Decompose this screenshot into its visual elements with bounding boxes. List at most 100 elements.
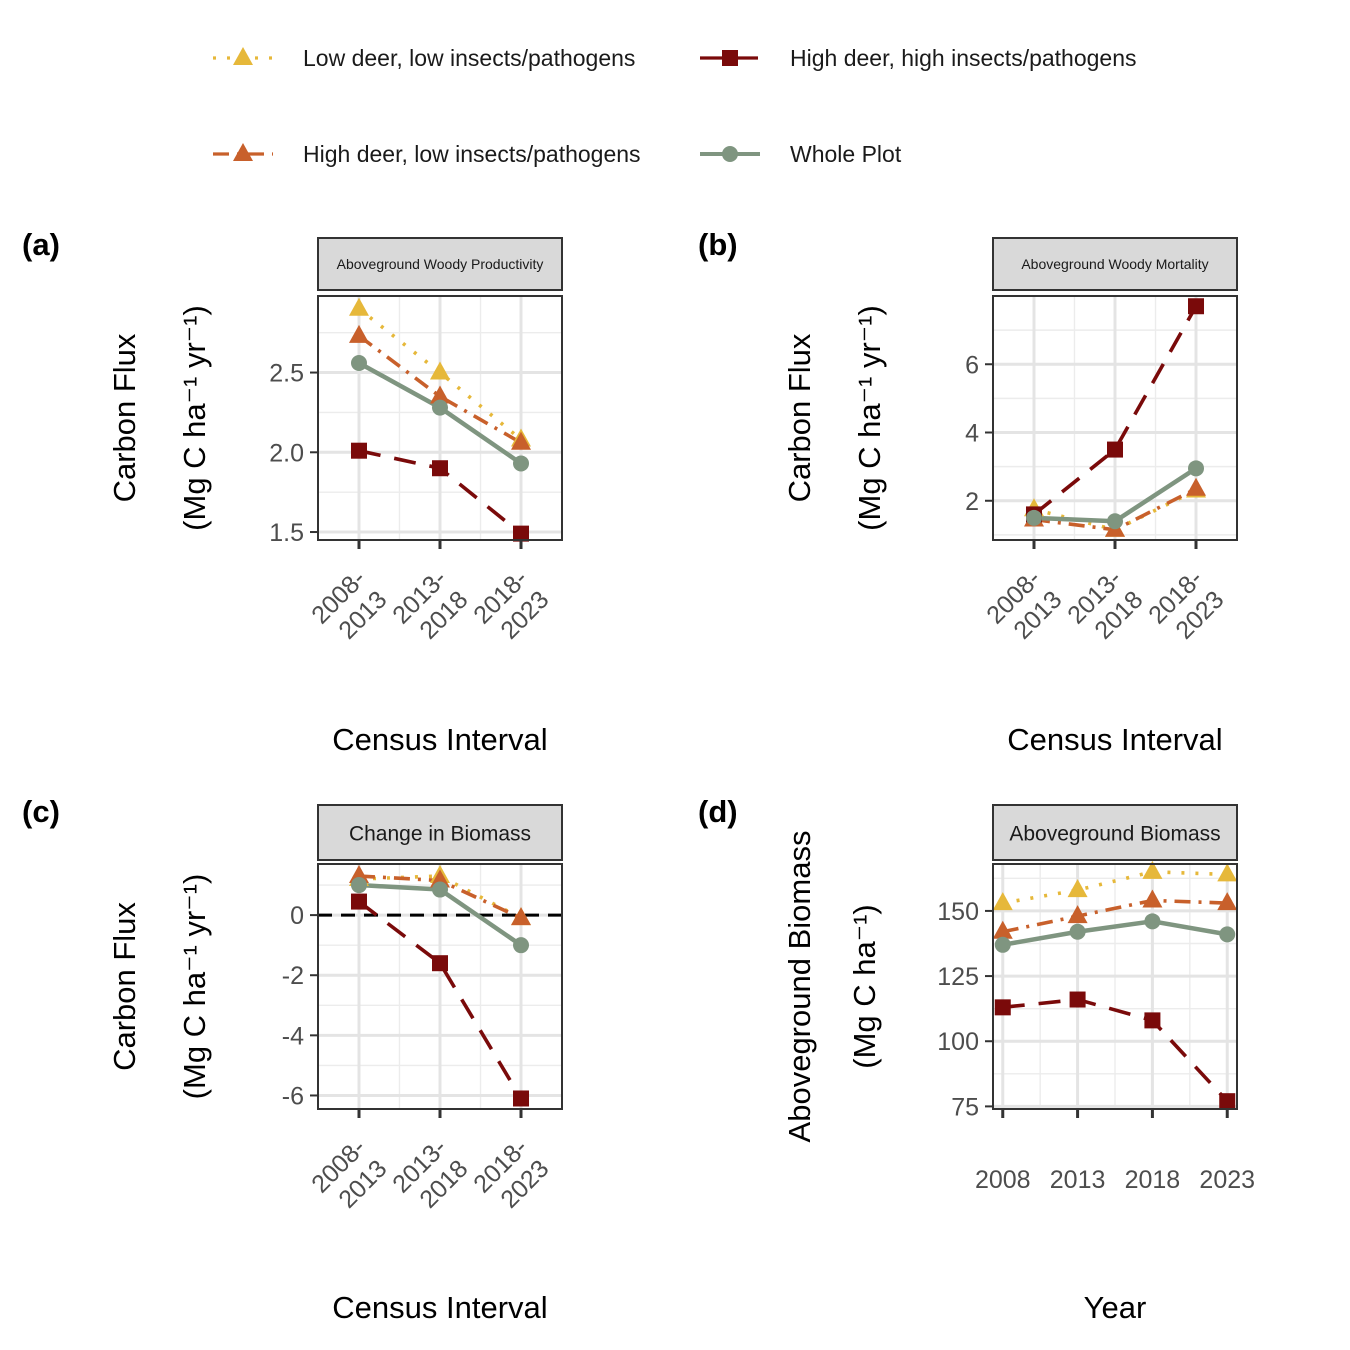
y-tick-label: 100 <box>937 1028 979 1056</box>
y-axis-units: (Mg C ha⁻¹) <box>847 904 882 1069</box>
data-point-high_low <box>1067 905 1088 924</box>
x-tick-label: 2008 <box>975 1166 1031 1194</box>
y-axis-units: (Mg C ha⁻¹ yr⁻¹) <box>852 305 887 531</box>
data-point-high_low <box>430 385 450 404</box>
x-tick-label: 2018-2023 <box>1143 564 1229 650</box>
y-tick-label: 150 <box>937 898 979 926</box>
data-point-low_low <box>348 297 369 316</box>
data-point-whole <box>1069 923 1086 940</box>
panels: (a) Aboveground Woody Productivity 1.5 2.0 2… <box>22 227 1255 1325</box>
panel-c: (c) Change in Biomass -6 -4 -2 0 2008-20132013… <box>22 794 563 1325</box>
data-point-low_low <box>1217 863 1238 882</box>
x-axis-title: Census Interval <box>1007 722 1222 757</box>
x-axis-title: Year <box>1084 1290 1147 1325</box>
data-point-whole <box>1188 460 1205 477</box>
data-point-high_high <box>1144 1012 1161 1029</box>
x-tick-label: 2008-2013 <box>306 564 392 650</box>
y-tick-label: 2.0 <box>269 439 304 467</box>
panel-tag: (a) <box>22 227 60 262</box>
panel-tag: (d) <box>698 794 738 829</box>
panel-a: (a) Aboveground Woody Productivity 1.5 2.0 2… <box>22 227 563 757</box>
legend-item: Low deer, low insects/pathogens <box>213 45 635 71</box>
x-tick-label: 2008-2013 <box>306 1133 392 1219</box>
data-point-high_high <box>994 999 1011 1016</box>
data-point-whole <box>1219 926 1236 943</box>
legend-key-marker <box>233 143 253 161</box>
facet-strip-label: Change in Biomass <box>349 823 531 846</box>
y-tick-label: 0 <box>290 902 304 930</box>
x-tick-label: 2013-2018 <box>1062 564 1148 650</box>
facet-strip <box>992 804 1238 861</box>
y-tick-label: 4 <box>965 420 979 448</box>
x-tick-label: 2018 <box>1125 1166 1181 1194</box>
data-point-whole <box>994 936 1011 953</box>
legend-label: Whole Plot <box>790 141 902 167</box>
data-point-high_low <box>992 920 1013 939</box>
y-axis-title: Aboveground Biomass <box>782 831 817 1143</box>
legend-item: Whole Plot <box>700 141 902 167</box>
y-tick-label: 1.5 <box>269 519 304 547</box>
data-point-high_high <box>1219 1093 1236 1110</box>
facet-strip <box>317 804 563 861</box>
data-point-high_high <box>432 955 448 972</box>
data-point-low_low <box>430 361 450 380</box>
y-tick-label: -2 <box>282 962 304 990</box>
facet-strip-label: Aboveground Woody Mortality <box>1021 256 1208 272</box>
y-tick-label: 2.5 <box>269 360 304 388</box>
x-tick-label: 2013-2018 <box>387 564 473 650</box>
data-point-high_low <box>1217 892 1238 911</box>
panel-tag: (c) <box>22 794 60 829</box>
legend-key-marker <box>722 50 738 66</box>
data-point-high_low <box>511 431 532 450</box>
x-tick-label: 2018-2023 <box>468 1133 554 1219</box>
legend-key-marker <box>233 47 253 65</box>
legend-item: High deer, low insects/pathogens <box>213 141 641 167</box>
y-axis-title: Carbon Flux <box>107 902 142 1071</box>
data-point-high_low <box>1142 889 1163 908</box>
data-point-high_low <box>348 324 369 343</box>
y-axis-title: Carbon Flux <box>782 333 817 502</box>
facet-strip-label: Aboveground Woody Productivity <box>337 256 544 272</box>
data-point-high_high <box>513 525 530 542</box>
facet-strip <box>992 237 1238 291</box>
y-tick-label: -6 <box>282 1082 304 1110</box>
legend-key-marker <box>722 146 738 162</box>
data-point-low_low <box>1067 879 1088 898</box>
y-tick-label: -4 <box>282 1022 304 1050</box>
y-axis-units: (Mg C ha⁻¹ yr⁻¹) <box>177 305 212 531</box>
x-tick-label: 2013-2018 <box>387 1133 473 1219</box>
data-point-high_high <box>1069 991 1086 1008</box>
data-point-whole <box>1107 513 1123 530</box>
facet-strip-label: Aboveground Biomass <box>1009 823 1220 846</box>
data-point-whole <box>350 877 367 894</box>
data-point-whole <box>1144 913 1161 930</box>
data-point-high_low <box>511 907 532 926</box>
x-tick-label: 2018-2023 <box>468 564 554 650</box>
series-line-low_low <box>1002 870 1228 905</box>
x-tick-label: 2023 <box>1199 1166 1255 1194</box>
legend-label: High deer, high insects/pathogens <box>790 45 1137 71</box>
data-point-high_high <box>350 442 367 459</box>
data-point-high_high <box>350 893 367 910</box>
plot-border <box>992 863 1238 1110</box>
data-point-whole <box>1025 509 1042 526</box>
facet-strip <box>317 237 563 291</box>
x-axis-title: Census Interval <box>332 722 547 757</box>
x-axis-title: Census Interval <box>332 1290 547 1325</box>
y-tick-label: 75 <box>951 1093 979 1121</box>
data-point-whole <box>432 399 448 416</box>
data-point-whole <box>350 354 367 371</box>
legend-label: High deer, low insects/pathogens <box>303 141 641 167</box>
data-point-high_high <box>513 1090 530 1107</box>
legend-label: Low deer, low insects/pathogens <box>303 45 635 71</box>
series-line-whole <box>1002 919 1228 948</box>
data-point-high_low <box>430 869 450 888</box>
data-point-high_high <box>1188 298 1205 315</box>
data-point-whole <box>432 881 448 898</box>
x-tick-label: 2013 <box>1050 1166 1106 1194</box>
y-axis-title: Carbon Flux <box>107 333 142 502</box>
data-point-high_low <box>348 865 369 884</box>
y-tick-label: 125 <box>937 963 979 991</box>
data-point-whole <box>513 937 530 954</box>
